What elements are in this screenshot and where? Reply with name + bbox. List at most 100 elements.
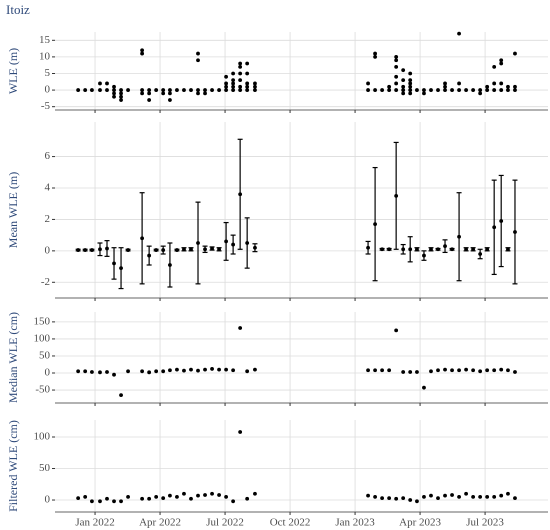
point (154, 88, 159, 92)
point (105, 496, 109, 501)
point (168, 493, 172, 498)
point (147, 91, 152, 96)
point (182, 368, 186, 373)
point (457, 494, 461, 499)
point (401, 91, 406, 96)
point (436, 368, 440, 373)
point (245, 81, 250, 86)
point (513, 88, 517, 92)
point (105, 88, 109, 92)
y-tick-label: -50 (35, 384, 50, 396)
point (443, 81, 447, 86)
point (83, 248, 88, 252)
point (105, 246, 109, 251)
point (119, 94, 123, 99)
point (140, 48, 145, 53)
point (492, 88, 497, 92)
point (224, 74, 228, 79)
x-tick-label: Jan 2023 (335, 517, 375, 529)
point (112, 84, 116, 89)
point (147, 88, 152, 92)
point (126, 369, 130, 374)
point (196, 88, 200, 92)
point (105, 81, 109, 86)
point (436, 247, 440, 252)
point (457, 368, 461, 373)
point (394, 81, 399, 86)
point (450, 368, 454, 373)
point (380, 496, 385, 501)
point (217, 88, 221, 92)
point (238, 88, 243, 92)
point (253, 84, 257, 89)
point (478, 494, 483, 499)
point (147, 253, 152, 258)
chart-title: Itoiz (6, 2, 30, 17)
point (90, 248, 94, 252)
point (513, 230, 517, 234)
point (436, 496, 440, 501)
point (238, 326, 243, 330)
point (387, 84, 392, 89)
point (373, 494, 377, 499)
point (168, 98, 172, 102)
point (189, 88, 193, 92)
point (499, 367, 504, 372)
point (513, 370, 517, 374)
point (506, 368, 510, 373)
point (373, 368, 377, 373)
point (450, 247, 454, 252)
point (238, 71, 243, 76)
point (506, 88, 510, 92)
point (401, 247, 406, 252)
point (485, 247, 490, 252)
point (464, 491, 468, 496)
point (76, 248, 81, 252)
point (457, 234, 461, 239)
point (373, 51, 377, 56)
point (161, 88, 166, 92)
point (112, 499, 116, 504)
point (224, 239, 228, 244)
point (401, 84, 406, 89)
point (245, 71, 250, 76)
point (408, 91, 413, 96)
point (394, 193, 399, 198)
point (203, 88, 207, 92)
point (140, 236, 145, 241)
point (408, 81, 413, 86)
point (366, 81, 370, 86)
point (408, 71, 413, 76)
point (168, 368, 172, 373)
point (83, 88, 88, 92)
point (203, 367, 207, 372)
point (238, 430, 243, 434)
point (126, 248, 130, 252)
point (478, 252, 483, 256)
y-tick-label: 2 (45, 213, 51, 225)
point (217, 367, 221, 372)
point (422, 88, 426, 92)
y-tick-label: 6 (45, 150, 51, 162)
y-tick-label: 50 (39, 349, 51, 361)
point (253, 245, 257, 250)
point (210, 367, 214, 371)
point (513, 496, 517, 501)
point (485, 88, 490, 92)
point (189, 247, 193, 252)
point (112, 91, 116, 96)
y-axis-label: Filtered WLE (cm) (6, 420, 20, 512)
point (238, 84, 243, 89)
point (387, 496, 392, 501)
point (408, 247, 413, 252)
point (471, 494, 476, 499)
point (224, 494, 228, 499)
y-tick-label: 0 (45, 244, 51, 256)
point (140, 496, 145, 501)
y-tick-label: 50 (39, 462, 51, 474)
point (112, 94, 116, 99)
point (154, 248, 159, 252)
point (415, 88, 419, 92)
point (499, 88, 504, 92)
point (464, 367, 468, 372)
